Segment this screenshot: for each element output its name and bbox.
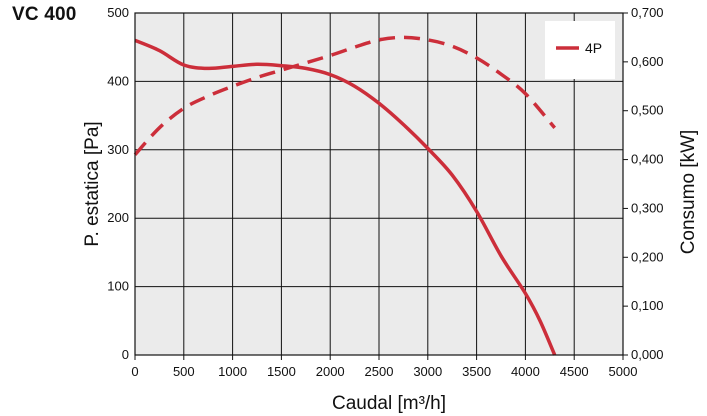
y-left-tick-label: 300 (107, 142, 129, 157)
x-tick-label: 2500 (365, 364, 394, 379)
x-tick-label: 1500 (267, 364, 296, 379)
y-right-tick-label: 0,300 (631, 200, 664, 215)
y-right-axis-label: Consumo [kW] (678, 130, 699, 255)
y-right-tick-label: 0,600 (631, 54, 664, 69)
x-tick-label: 2000 (316, 364, 345, 379)
series-line-consumo (133, 35, 557, 156)
legend-label: 4P (585, 40, 602, 56)
y-left-axis-label: P. estatica [Pa] (82, 121, 103, 246)
x-tick-label: 3000 (413, 364, 442, 379)
x-tick-label: 4500 (560, 364, 589, 379)
x-tick-label: 0 (131, 364, 138, 379)
x-axis-label: Caudal [m³/h] (332, 393, 446, 414)
x-tick-label: 3500 (462, 364, 491, 379)
x-tick-label: 500 (173, 364, 195, 379)
series-layer (133, 35, 557, 356)
series-line-pressure (134, 38, 557, 356)
axis-labels: Caudal [m³/h] P. estatica [Pa] Consumo [kW… (82, 121, 699, 414)
y-left-tick-label: 400 (107, 73, 129, 88)
y-right-tick-label: 0,200 (631, 249, 664, 264)
y-right-tick-label: 0,500 (631, 103, 664, 118)
x-tick-label: 4000 (511, 364, 540, 379)
x-tick-label: 1000 (218, 364, 247, 379)
y-right-tick-label: 0,700 (631, 5, 664, 20)
y-left-tick-label: 500 (107, 5, 129, 20)
y-left-tick-label: 200 (107, 210, 129, 225)
y-right-tick-label: 0,000 (631, 347, 664, 362)
y-left-tick-label: 100 (107, 279, 129, 294)
legend: 4P (545, 21, 615, 79)
y-right-tick-label: 0,100 (631, 298, 664, 313)
model-title: VC 400 (12, 4, 77, 25)
y-left-tick-label: 0 (122, 347, 129, 362)
y-right-tick-label: 0,400 (631, 152, 664, 167)
legend-box (545, 21, 615, 79)
x-tick-label: 5000 (609, 364, 638, 379)
ticks: 0 500 1000 1500 2000 2500 3000 3500 4000 4500 5000… (107, 5, 663, 379)
